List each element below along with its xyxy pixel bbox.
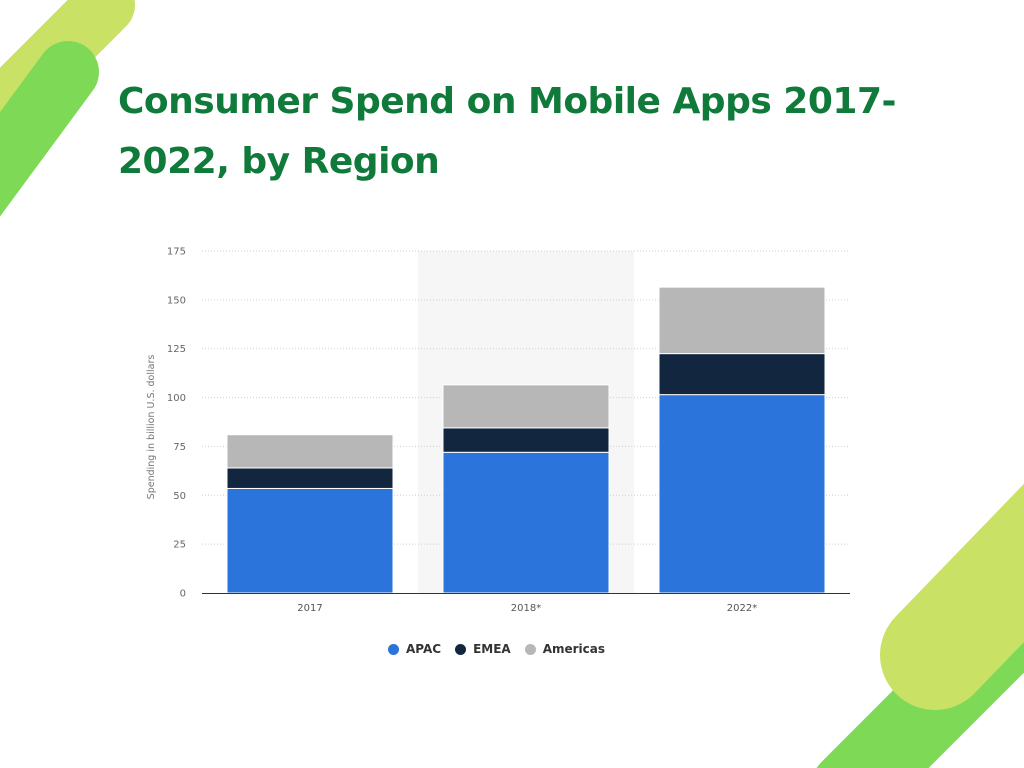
bar-apac-2018 xyxy=(442,451,610,594)
x-tick-label: 2017 xyxy=(297,603,322,614)
legend-label: APAC xyxy=(406,642,442,656)
legend-label: EMEA xyxy=(473,642,511,656)
y-tick-label: 25 xyxy=(173,540,186,551)
legend-item-emea[interactable]: EMEA xyxy=(455,642,511,656)
x-tick-label: 2018* xyxy=(511,603,541,614)
x-tick-label: 2022* xyxy=(727,603,757,614)
y-tick-label: 100 xyxy=(167,393,186,404)
bar-americas-2017 xyxy=(226,434,394,469)
legend-item-apac[interactable]: APAC xyxy=(388,642,441,656)
bar-emea-2017 xyxy=(226,467,394,489)
bar-emea-2018 xyxy=(442,427,610,453)
y-tick-label: 50 xyxy=(173,491,186,502)
bar-emea-2022 xyxy=(658,353,826,396)
y-tick-label: 75 xyxy=(173,442,186,453)
chart-legend: APAC EMEA Americas xyxy=(388,642,605,656)
deco-stripe-bottom-light xyxy=(880,483,1024,710)
y-axis-label: Spending in billion U.S. dollars xyxy=(146,355,157,500)
bar-apac-2022 xyxy=(658,394,826,594)
legend-label: Americas xyxy=(542,642,606,656)
bar-americas-2018 xyxy=(442,384,610,429)
axis-layer: 0 25 50 75 100 125 150 175 2017 2018* 2022* Spendin… xyxy=(146,247,850,614)
page-title: Consumer Spend on Mobile Apps 2017-2022,… xyxy=(118,81,896,182)
bar-americas-2022 xyxy=(658,286,826,355)
deco-stripe-top-dark xyxy=(0,41,99,217)
y-tick-label: 175 xyxy=(167,247,186,258)
y-tick-label: 150 xyxy=(167,295,186,306)
legend-item-americas[interactable]: Americas xyxy=(524,642,606,656)
y-tick-label: 125 xyxy=(167,344,186,355)
bar-apac-2017 xyxy=(226,487,394,594)
legend-swatch xyxy=(524,643,536,655)
legend-swatch xyxy=(455,643,467,655)
legend-swatch xyxy=(388,643,399,655)
y-tick-label: 0 xyxy=(180,589,186,600)
